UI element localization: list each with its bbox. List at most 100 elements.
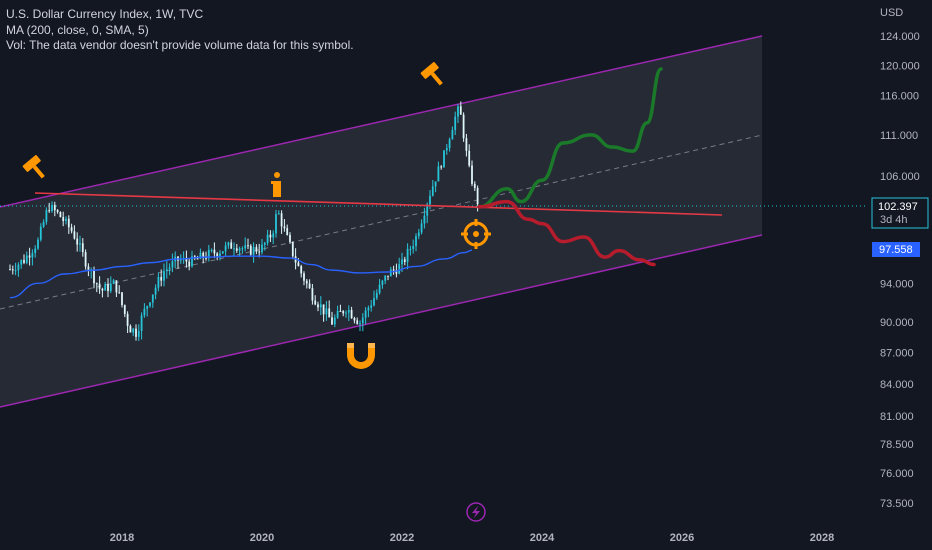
- candle-body: [48, 210, 51, 212]
- candle-body: [395, 270, 398, 274]
- legend-volume[interactable]: Vol: The data vendor doesn't provide vol…: [6, 38, 354, 52]
- candle-body: [261, 244, 263, 253]
- candle-body: [154, 287, 157, 295]
- candle-body: [23, 259, 25, 263]
- price-tick-label: 84.000: [880, 379, 914, 391]
- candle-body: [263, 242, 266, 245]
- candle-body: [403, 259, 406, 262]
- candle-body: [473, 183, 476, 188]
- candle-body: [207, 249, 210, 259]
- candle-body: [39, 226, 42, 240]
- candle-body: [389, 269, 392, 277]
- candle-body: [364, 310, 367, 318]
- candle-body: [277, 213, 280, 215]
- candle-body: [25, 255, 28, 263]
- price-tick-label: 124.000: [880, 31, 920, 43]
- candle-body: [81, 243, 84, 253]
- price-tick-label: 76.000: [880, 468, 914, 480]
- candle-body: [42, 221, 45, 227]
- candle-body: [342, 311, 345, 314]
- legend-symbol[interactable]: U.S. Dollar Currency Index, 1W, TVC: [6, 7, 204, 21]
- candle-body: [157, 277, 160, 288]
- candle-body: [275, 214, 277, 234]
- candle-body: [375, 292, 378, 299]
- candle-body: [319, 304, 322, 308]
- resistance-trendline[interactable]: [34, 192, 723, 216]
- candle-body: [213, 249, 216, 254]
- candle-body: [303, 273, 305, 281]
- price-tick-label: 90.000: [880, 317, 914, 329]
- candle-body: [476, 187, 479, 205]
- candle-body: [34, 248, 37, 254]
- gavel-icon[interactable]: [420, 62, 448, 90]
- candle-body: [429, 195, 431, 205]
- candle-body: [51, 204, 53, 212]
- candle-body: [241, 248, 244, 250]
- channel-upper-line[interactable]: [0, 35, 763, 208]
- candle-body: [272, 233, 275, 238]
- bullish-projection[interactable]: [477, 67, 663, 209]
- price-tick-label: 116.000: [880, 91, 919, 103]
- candle-body: [350, 309, 353, 319]
- price-tick-label: 94.000: [880, 278, 914, 290]
- candle-body: [45, 210, 48, 222]
- gavel-icon[interactable]: [22, 155, 50, 183]
- candle-body: [333, 317, 336, 325]
- time-tick-label: 2024: [530, 532, 555, 544]
- candle-body: [146, 306, 149, 309]
- candle-body: [249, 245, 252, 255]
- candle-body: [367, 307, 370, 311]
- candle-body: [95, 283, 98, 285]
- lightning-icon[interactable]: [466, 502, 486, 522]
- candle-body: [440, 166, 443, 168]
- candle-body: [137, 331, 140, 337]
- candle-body: [258, 251, 261, 253]
- candle-body: [76, 238, 79, 245]
- channel-lower-line[interactable]: [0, 234, 763, 408]
- candle-body: [286, 228, 289, 235]
- moving-average-line[interactable]: [9, 249, 473, 299]
- candle-body: [67, 218, 70, 228]
- candle-body: [98, 283, 101, 289]
- candle-body: [266, 234, 269, 243]
- candle-body: [230, 242, 233, 249]
- candle-body: [121, 292, 123, 306]
- chart-legend: U.S. Dollar Currency Index, 1W, TVC MA (…: [6, 7, 354, 54]
- candle-body: [185, 257, 188, 262]
- candle-body: [305, 280, 308, 284]
- candle-body: [20, 259, 23, 265]
- bearish-projection[interactable]: [477, 199, 656, 267]
- candle-body: [437, 166, 440, 182]
- last-price-label[interactable]: 102.397 3d 4h: [871, 197, 929, 229]
- candle-body: [459, 106, 462, 115]
- candle-body: [210, 249, 213, 251]
- channel-midline[interactable]: [0, 134, 763, 310]
- crosshair-target-icon[interactable]: [461, 219, 491, 249]
- candle-body: [202, 252, 205, 258]
- legend-ma[interactable]: MA (200, close, 0, SMA, 5): [6, 22, 149, 37]
- candle-body: [247, 245, 249, 247]
- ma-price-label[interactable]: 97.558: [872, 242, 920, 257]
- candle-body: [468, 150, 471, 166]
- candle-body: [325, 308, 328, 315]
- candle-body: [454, 116, 457, 130]
- candle-body: [426, 204, 429, 216]
- candle-body: [84, 252, 87, 267]
- candle-body: [465, 138, 468, 151]
- time-tick-label: 2022: [390, 532, 414, 544]
- candle-body: [179, 259, 182, 261]
- candle-body: [219, 253, 221, 257]
- candle-body: [331, 317, 333, 325]
- candle-body: [280, 213, 283, 227]
- info-icon[interactable]: [271, 172, 281, 197]
- price-axis[interactable]: [868, 0, 932, 550]
- last-price-value: 102.397: [878, 201, 918, 213]
- candle-body: [115, 280, 118, 293]
- candle-body: [462, 114, 465, 139]
- candle-body: [314, 300, 317, 305]
- candle-body: [171, 261, 174, 268]
- magnet-icon[interactable]: [347, 343, 375, 369]
- candle-body: [28, 255, 31, 258]
- candle-body: [118, 292, 121, 294]
